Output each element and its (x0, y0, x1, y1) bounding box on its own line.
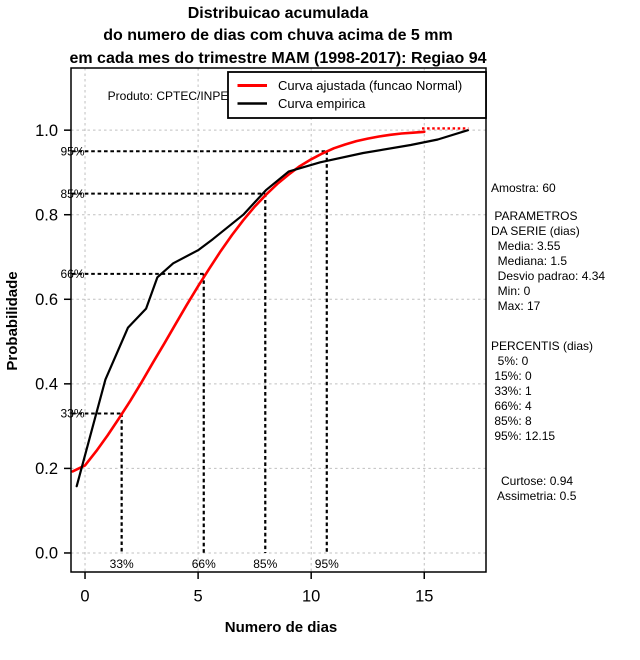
stats-moments: Curtose: 0.94 Assimetria: 0.5 (491, 474, 576, 504)
legend-box (227, 71, 487, 119)
stat-line: PERCENTIS (dias) (491, 339, 594, 353)
plot-area-border (70, 67, 487, 573)
y-tick-label: 1.0 (35, 122, 58, 140)
stat-line: Media: 3.55 (491, 239, 561, 253)
guide-label-left-85%: 85% (60, 187, 84, 201)
y-tick-label: 0.4 (35, 375, 58, 393)
chart-title-line-2: do numero de dias com chuva acima de 5 m… (103, 27, 453, 45)
stat-line: Amostra: 60 (491, 181, 556, 195)
legend-label-fitted-curve: Curva ajustada (funcao Normal) (278, 78, 462, 93)
fitted-curve (71, 130, 426, 473)
stat-line: DA SERIE (dias) (491, 224, 580, 238)
axis-ticks-layer: 0 5 10 15 0.0 0.2 0.4 0.6 0.8 1.0 (35, 122, 433, 606)
stats-percentiles: PERCENTIS (dias) 5%: 0 15%: 0 33%: 1 66%… (491, 339, 593, 444)
stat-line: Min: 0 (491, 284, 531, 298)
x-tick-label: 15 (415, 588, 433, 606)
stat-line: Mediana: 1.5 (491, 254, 568, 268)
stat-line: Curtose: 0.94 (491, 474, 574, 488)
guide-label-bottom-66%: 66% (192, 557, 216, 571)
stat-line: 66%: 4 (491, 399, 532, 413)
x-tick-label: 5 (194, 588, 203, 606)
y-tick-label: 0.2 (35, 460, 58, 478)
stat-line: 85%: 8 (491, 414, 532, 428)
gridlines-layer (71, 68, 486, 572)
guide-label-bottom-33%: 33% (110, 557, 134, 571)
guide-label-left-33%: 33% (60, 407, 84, 421)
y-tick-label: 0.8 (35, 206, 58, 224)
guides-layer: 33% 33% 66% 66% 85% 85% 95% 95% (60, 145, 339, 571)
chart-title: Distribuicao acumulada do numero de dias… (48, 3, 508, 70)
y-tick-label: 0.6 (35, 291, 58, 309)
x-tick-label: 10 (302, 588, 320, 606)
stat-line: PARAMETROS (491, 209, 578, 223)
chart-title-line-1: Distribuicao acumulada (187, 5, 369, 22)
guide-label-left-95%: 95% (60, 145, 84, 159)
y-tick-label: 0.0 (35, 545, 58, 563)
x-axis-title: Numero de dias (225, 619, 338, 636)
stat-line: Assimetria: 0.5 (491, 489, 577, 503)
stat-line: 95%: 12.15 (491, 429, 556, 443)
guide-label-left-66%: 66% (60, 267, 84, 281)
stat-line: 5%: 0 (491, 354, 529, 368)
chart-title-line-3: em cada mes do trimestre MAM (1998-2017)… (69, 49, 487, 67)
guide-label-bottom-95%: 95% (315, 557, 339, 571)
curves-layer (71, 127, 469, 488)
stat-line: Max: 17 (491, 299, 541, 313)
empirical-curve (75, 129, 469, 488)
legend: Curva ajustada (funcao Normal) Curva emp… (227, 71, 487, 119)
stat-line: 33%: 1 (491, 384, 532, 398)
legend-label-empirical-curve: Curva empirica (278, 96, 366, 111)
stats-sample: Amostra: 60 (491, 181, 556, 196)
guide-label-bottom-85%: 85% (253, 557, 277, 571)
stat-line: 15%: 0 (491, 369, 532, 383)
y-axis-title: Probabilidade (4, 271, 21, 370)
watermark-label: Produto: CPTEC/INPE (108, 89, 229, 103)
stats-serie-params: PARAMETROS DA SERIE (dias) Media: 3.55 Me… (491, 209, 605, 314)
x-tick-label: 0 (80, 588, 89, 606)
stat-line: Desvio padrao: 4.34 (491, 269, 606, 283)
